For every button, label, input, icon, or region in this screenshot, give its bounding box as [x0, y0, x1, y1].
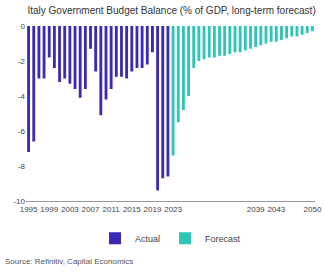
- svg-text:-8: -8: [18, 162, 26, 171]
- svg-text:1999: 1999: [40, 205, 58, 214]
- svg-text:-2: -2: [18, 57, 26, 66]
- svg-text:2023: 2023: [164, 205, 182, 214]
- svg-text:2050: 2050: [304, 205, 322, 214]
- svg-text:0: 0: [21, 22, 26, 31]
- svg-text:Italy Government Budget Balanc: Italy Government Budget Balance (% of GD…: [27, 5, 315, 16]
- svg-text:2011: 2011: [103, 205, 121, 214]
- svg-text:2007: 2007: [82, 205, 100, 214]
- svg-text:Source: Refinitiv, Capital Eco: Source: Refinitiv, Capital Economics: [5, 257, 133, 266]
- svg-text:-10: -10: [13, 197, 25, 206]
- svg-text:2003: 2003: [61, 205, 79, 214]
- svg-text:1995: 1995: [20, 205, 38, 214]
- svg-text:2043: 2043: [267, 205, 285, 214]
- svg-text:Forecast: Forecast: [205, 234, 241, 244]
- svg-text:-6: -6: [18, 127, 26, 136]
- svg-text:-4: -4: [18, 92, 26, 101]
- svg-text:2019: 2019: [144, 205, 162, 214]
- svg-text:2039: 2039: [247, 205, 265, 214]
- svg-text:Actual: Actual: [135, 234, 160, 244]
- svg-text:2015: 2015: [123, 205, 141, 214]
